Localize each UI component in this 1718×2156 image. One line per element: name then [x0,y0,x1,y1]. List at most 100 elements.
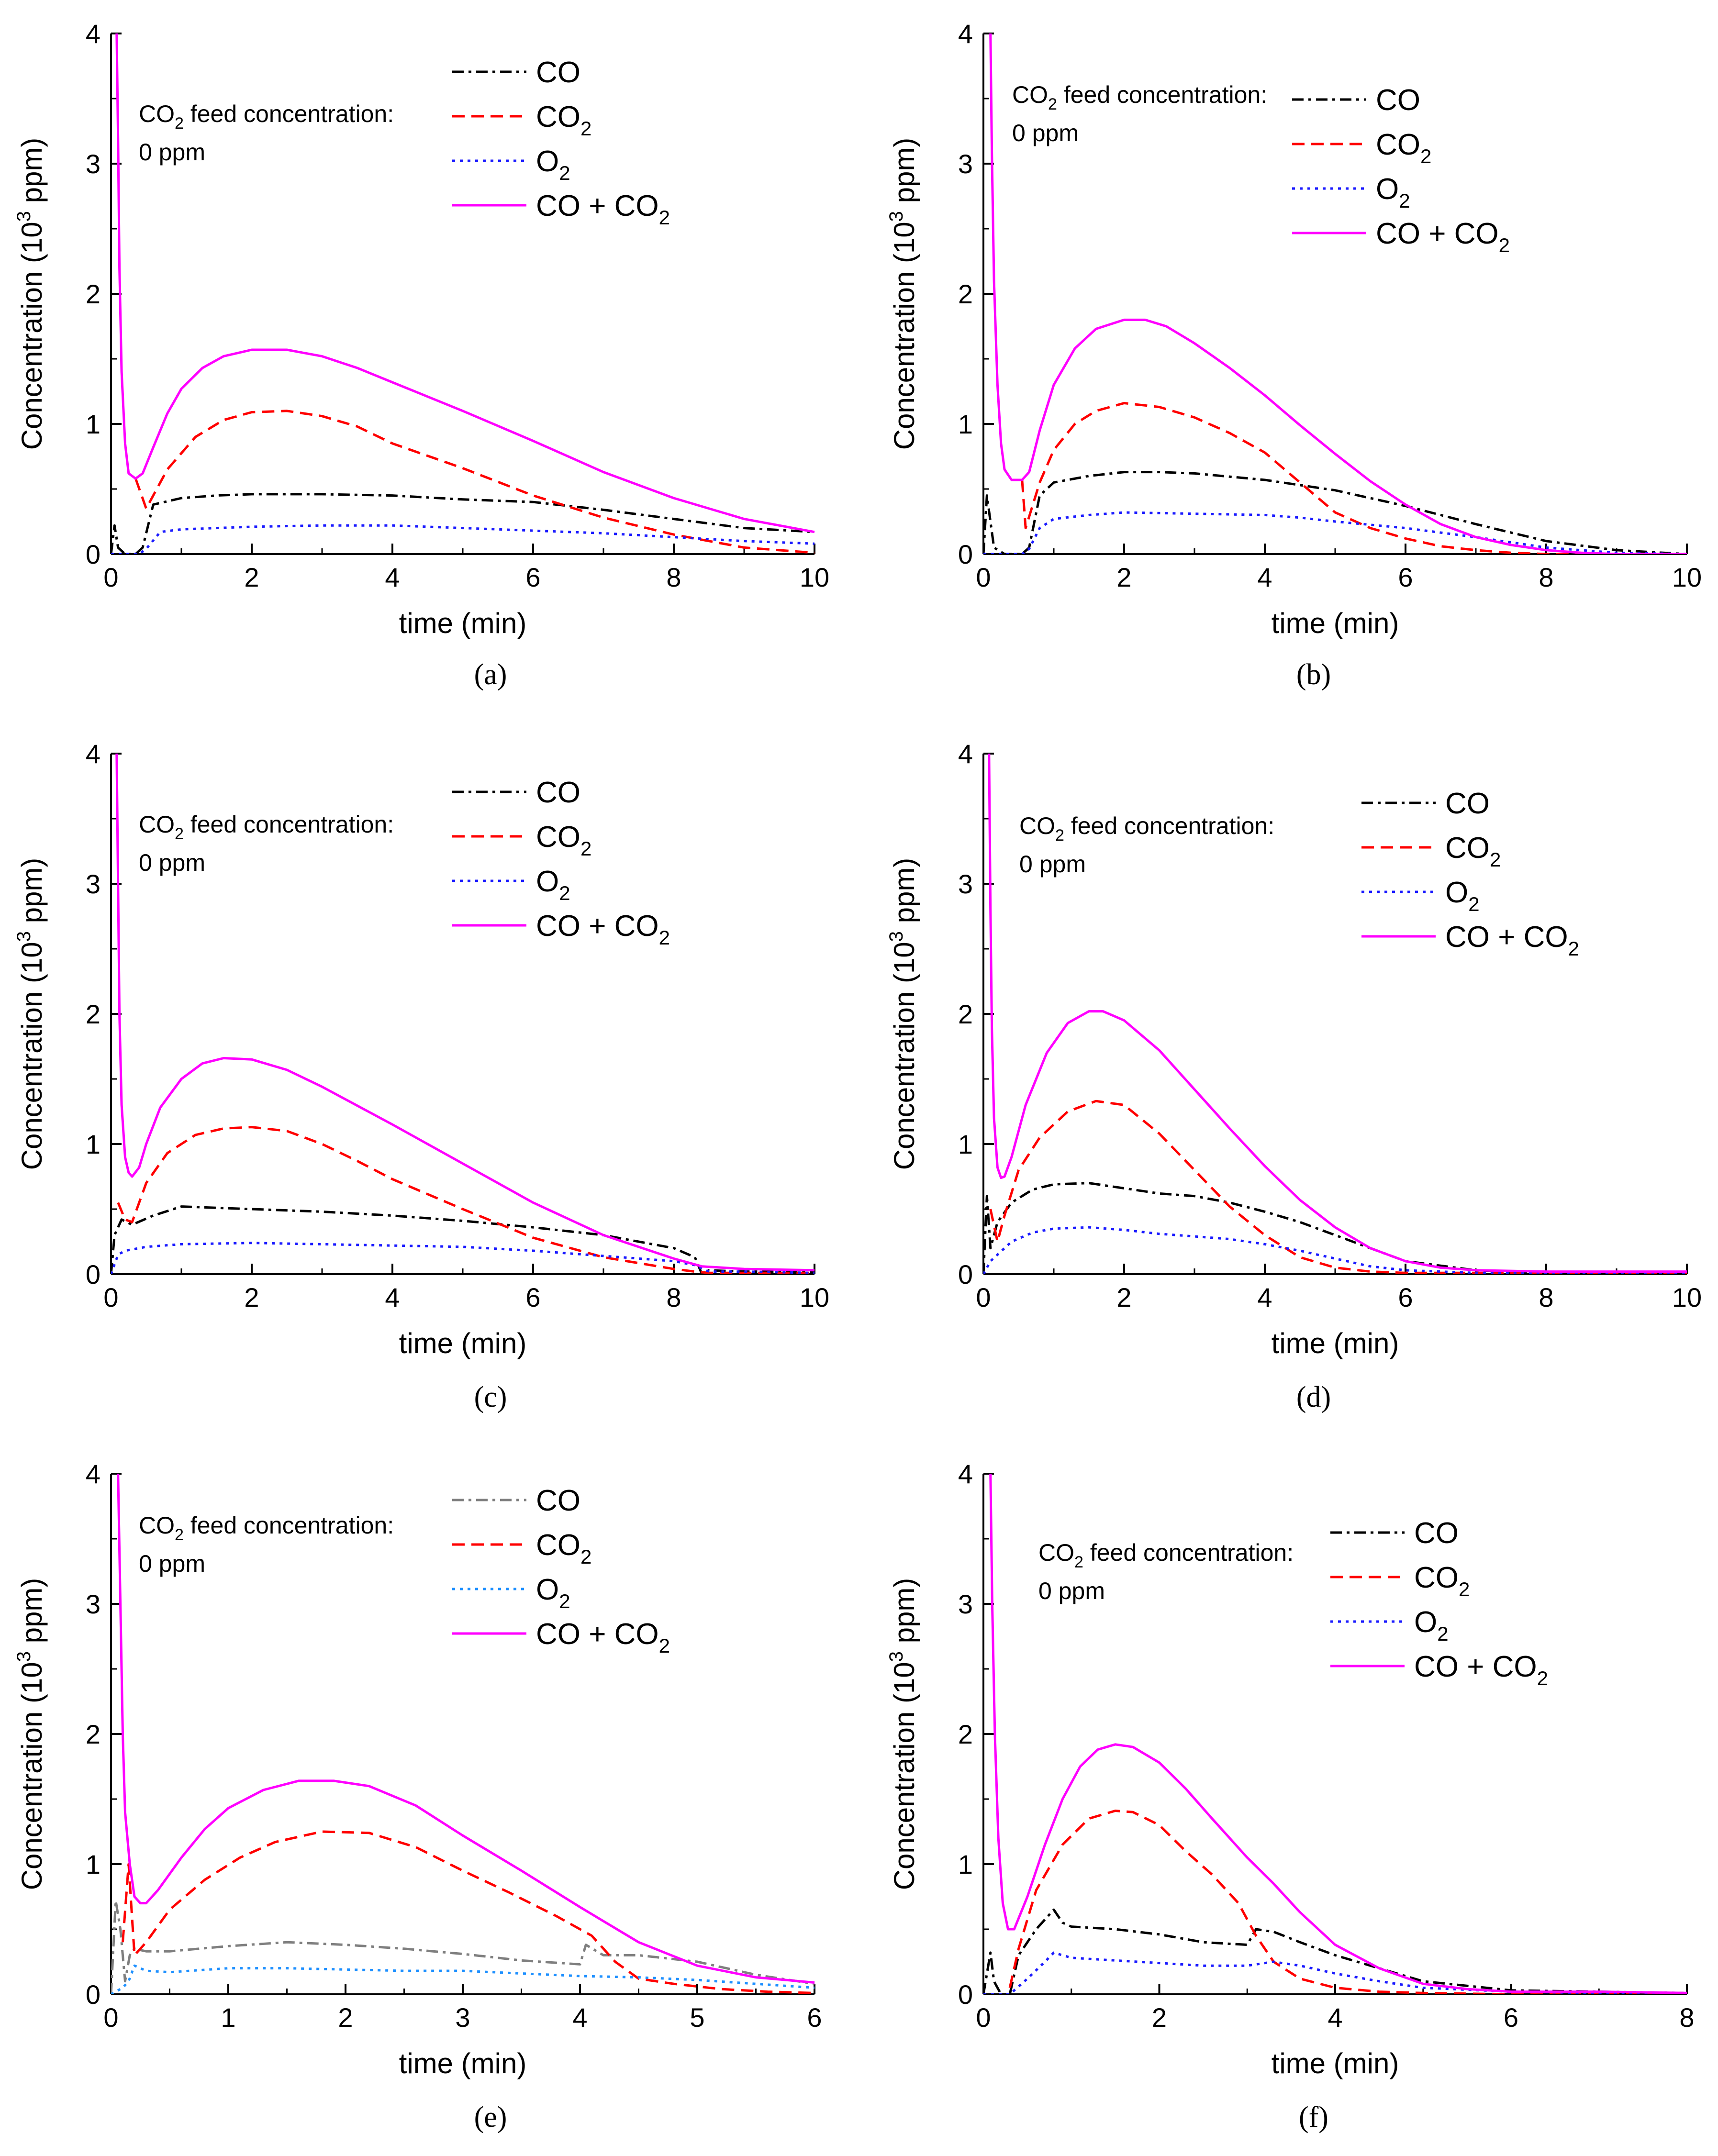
series-line-co-co2 [989,33,1687,554]
legend-label: CO [1445,787,1490,820]
panel-caption: (e) [474,2101,507,2134]
y-axis-label: Concentration (103 ppm) [886,858,920,1170]
x-tick-label: 4 [572,2002,587,2033]
legend-label: CO [536,776,580,809]
y-tick-label: 3 [958,869,973,899]
annotation-sub: 2 [1055,826,1064,845]
legend-entry: CO [1376,84,1420,117]
y-axis-label: Concentration (103 ppm) [13,858,48,1170]
legend-entry: O2 [536,865,570,904]
x-tick-label: 6 [525,1282,540,1312]
x-tick-label: 0 [976,1282,991,1312]
annotation-rest: feed concentration: [184,811,394,838]
legend-label: CO + CO [1376,217,1499,250]
series-line-co [983,1182,1687,1274]
feed-annotation-line-1: CO2 feed concentration: [1012,81,1267,113]
y-axis-label-tail: ppm) [16,858,48,931]
legend-label: O [1376,173,1399,206]
series-line-co-co2 [989,1473,1687,1994]
legend-label-sub: 2 [580,117,591,140]
x-tick-label: 10 [800,1282,829,1312]
legend-entry: CO [1445,787,1490,820]
y-tick-label: 4 [958,1459,973,1489]
legend-label: CO [536,56,580,89]
legend-entry: CO + CO2 [536,189,670,229]
series-line-co2 [117,1126,814,1274]
y-tick-label: 2 [86,999,100,1029]
x-tick-label: 6 [1504,2002,1518,2033]
x-tick-label: 3 [455,2002,470,2033]
annotation-rest: feed concentration: [1057,81,1267,108]
panel-caption: (a) [474,658,507,691]
y-axis-label-text: Concentration (10 [888,222,920,450]
x-axis-label: time (min) [1272,2047,1399,2079]
y-tick-label: 4 [86,1459,100,1489]
x-axis-label: time (min) [399,2047,527,2079]
legend-label-sub: 2 [1499,234,1510,256]
series-line-co2 [989,1100,1687,1274]
annotation-co: CO [139,100,175,127]
series-line-co2 [134,410,815,554]
x-tick-label: 4 [1257,1282,1272,1312]
x-tick-label: 2 [1116,1282,1131,1312]
legend-label: O [536,1573,559,1606]
legend-entry: CO2 [536,100,591,140]
y-tick-label: 2 [86,279,100,309]
y-tick-label: 2 [958,1719,973,1749]
series-line-co-co2 [117,1473,815,1984]
panel-caption: (c) [474,1381,507,1413]
y-tick-label: 2 [86,1719,100,1749]
annotation-co: CO [139,1512,175,1539]
feed-annotation-line-2: 0 ppm [139,849,205,876]
legend-entry: O2 [536,145,570,184]
y-tick-label: 2 [958,279,973,309]
legend-label: CO [1445,832,1490,865]
legend-label: CO [536,821,580,854]
legend-label: O [1414,1606,1437,1639]
legend-label: CO + CO [1414,1650,1537,1683]
legend-label-sub: 2 [580,837,591,860]
y-axis-label-text: Concentration (10 [16,942,48,1170]
annotation-rest: feed concentration: [1064,812,1274,839]
y-axis-label-sup: 3 [886,931,907,942]
legend-label-sub: 2 [1437,1623,1448,1645]
legend-entry: CO [536,776,580,809]
x-tick-label: 8 [666,1282,681,1312]
legend-label: CO + CO [536,189,659,222]
y-axis-label-text: Concentration (10 [888,1662,920,1890]
legend-entry: CO2 [1445,832,1501,871]
y-tick-label: 2 [958,999,973,1029]
legend-label-sub: 2 [580,1545,591,1568]
legend-label: CO + CO [536,910,659,943]
feed-annotation-line-1: CO2 feed concentration: [139,1512,394,1544]
feed-annotation-line-2: 0 ppm [139,139,205,166]
legend-entry: CO2 [536,821,591,860]
y-axis-label-text: Concentration (10 [16,222,48,450]
annotation-rest: feed concentration: [1083,1539,1294,1566]
annotation-co: CO [139,811,175,838]
legend-label-sub: 2 [1537,1667,1548,1689]
legend-entry: CO + CO2 [1445,921,1579,960]
legend-label: CO [1414,1561,1459,1594]
y-tick-label: 4 [958,19,973,49]
panel-caption: (b) [1296,658,1331,691]
y-tick-label: 1 [958,1849,973,1879]
legend-entry: CO [1414,1517,1459,1550]
annotation-rest: feed concentration: [184,100,394,127]
y-axis-label-tail: ppm) [16,138,48,211]
x-tick-label: 6 [525,562,540,592]
y-tick-label: 0 [958,1259,973,1289]
y-tick-label: 3 [958,149,973,179]
y-tick-label: 1 [958,1129,973,1159]
x-tick-label: 8 [1539,562,1553,592]
legend-label-sub: 2 [559,162,570,184]
legend-label-sub: 2 [1399,189,1410,212]
x-tick-label: 4 [1328,2002,1342,2033]
x-tick-label: 0 [103,562,118,592]
x-tick-label: 4 [385,562,400,592]
y-axis-label-tail: ppm) [16,1578,48,1651]
